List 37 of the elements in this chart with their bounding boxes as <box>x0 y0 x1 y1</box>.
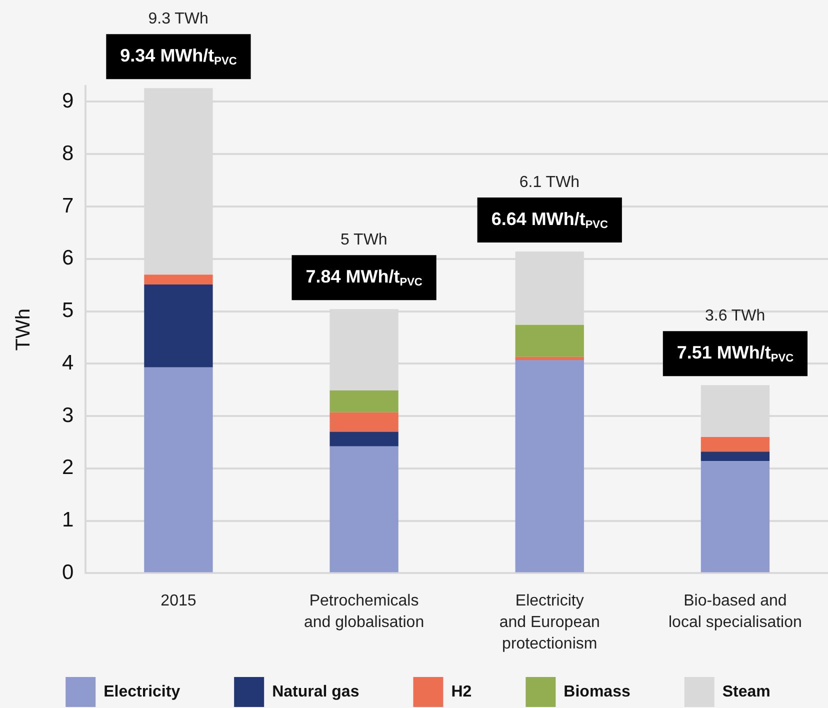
bar <box>144 274 213 285</box>
y-tick-label: 7 <box>62 194 74 218</box>
bar <box>330 446 398 572</box>
legend-label: Natural gas <box>272 683 360 700</box>
y-tick-label: 8 <box>62 142 74 165</box>
y-tick-label: 0 <box>62 560 74 584</box>
bar <box>330 432 398 446</box>
y-tick-label: 1 <box>62 508 74 532</box>
bar <box>515 360 584 572</box>
bar <box>700 452 770 462</box>
y-tick-label: 9 <box>62 90 74 113</box>
x-tick-label: Bio-based and local specialisation <box>668 592 802 632</box>
y-axis-title: TWh <box>12 308 35 351</box>
legend-label: Biomass <box>564 683 630 700</box>
annotation: 6.1 TWh <box>519 174 580 191</box>
bar <box>144 284 213 368</box>
y-tick-label: 5 <box>62 299 74 322</box>
bar <box>144 367 213 572</box>
annotation: 5 TWh <box>340 232 388 249</box>
x-tick-label: Electricity and European protectionism <box>499 592 600 653</box>
bar <box>700 436 770 452</box>
x-tick-label: 2015 <box>160 592 196 610</box>
legend-label: Steam <box>722 683 770 700</box>
y-tick-label: 2 <box>62 456 74 480</box>
legend-label: H2 <box>451 683 472 700</box>
bar <box>515 356 584 360</box>
bar <box>330 390 398 412</box>
y-tick-label: 3 <box>62 404 74 427</box>
x-tick-label: Petrochemicals and globalisation <box>304 592 424 632</box>
legend-label: Electricity <box>104 683 180 700</box>
text: 9.3 TWh <box>148 10 208 28</box>
annotation: 3.6 TWh <box>704 308 766 325</box>
bar <box>700 461 770 572</box>
y-tick-label: 4 <box>62 351 74 374</box>
y-tick-label: 6 <box>62 246 74 270</box>
bar <box>330 412 398 432</box>
bar <box>515 324 584 357</box>
